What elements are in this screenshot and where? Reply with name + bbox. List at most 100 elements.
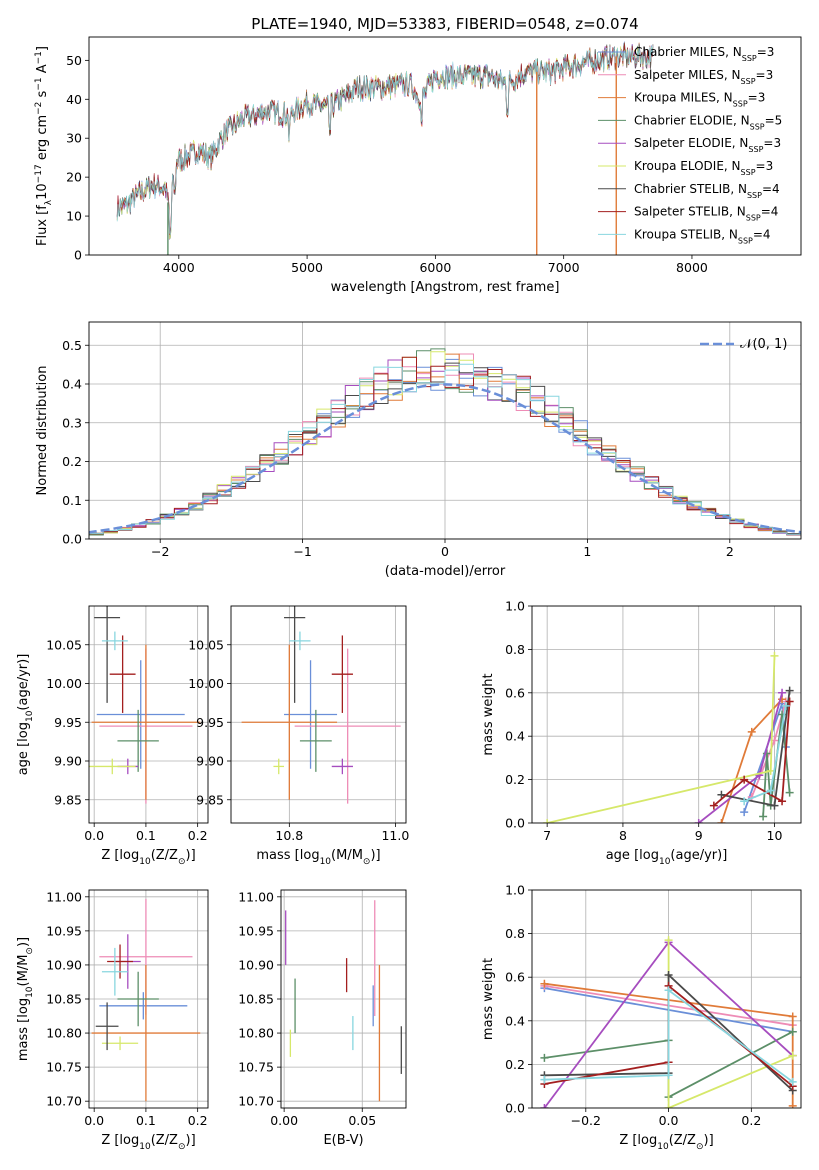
axes-frame-weight-vs-Z — [531, 889, 802, 1109]
weight-line — [544, 988, 794, 1083]
panel-weight-vs-age: 7 8 9 10 0.0 0.2 0.4 0.6 0.8 1.0 age [log10(age/yr… — [481, 599, 802, 867]
plot-area-mass-vs-Z — [89, 890, 208, 1108]
tick-label-x: 0.2 — [188, 828, 208, 843]
weight-marker — [788, 1101, 797, 1108]
tick-label-y: 0.5 — [62, 338, 82, 353]
tick-label-x: 2 — [726, 544, 734, 559]
weight-marker — [766, 786, 775, 795]
tick-label-y: 0.2 — [505, 772, 525, 787]
weight-marker — [788, 1027, 797, 1036]
panel-age-vs-Z: 0.0 0.1 0.2 9.85 9.90 9.95 10.00 10.05 Z [log10(… — [16, 605, 209, 867]
weight-line — [713, 701, 791, 807]
tick-label-y: 0.0 — [505, 1101, 525, 1116]
weight-marker — [543, 819, 552, 823]
x-axis-label: Z [log10(Z/Z⊙)] — [619, 1133, 713, 1152]
legend-entry: 𝒩(0, 1) — [740, 337, 787, 352]
tick-label-x: −1 — [293, 544, 311, 559]
weight-marker — [540, 979, 549, 988]
legend-entry: Chabrier MILES, NSSP=3 — [634, 45, 774, 63]
weight-marker — [759, 812, 768, 821]
y-axis-label: Normed distribution — [35, 366, 50, 496]
panel-age-vs-mass: 10.8 11.0 9.85 9.90 9.95 10.00 10.05 mass [log1… — [188, 605, 409, 867]
tick-label-y: 10.70 — [46, 1094, 82, 1109]
tick-label-y: 10.80 — [238, 1026, 274, 1041]
weight-marker — [770, 801, 779, 810]
plot-area-weight-vs-Z — [532, 890, 801, 1108]
legend-entry: Salpeter ELODIE, NSSP=3 — [634, 136, 781, 154]
tick-label-y: 40 — [66, 92, 82, 107]
axes-frame-residual-hist — [88, 321, 802, 540]
weight-marker — [740, 808, 749, 817]
tick-label-y: 10.05 — [46, 637, 82, 652]
weight-marker — [740, 797, 749, 806]
tick-label-y: 10 — [66, 209, 82, 224]
panel-mass-vs-ebv: 0.00 0.05 10.70 10.75 10.80 10.85 10.90 10.95 11… — [238, 889, 407, 1148]
weight-marker — [664, 936, 673, 945]
tick-label-y: 10.00 — [188, 676, 224, 691]
weight-marker — [747, 727, 756, 736]
tick-label-x: 0.0 — [84, 1113, 104, 1128]
tick-label-x: 0.0 — [84, 828, 104, 843]
tick-label-x: 0.2 — [741, 1113, 761, 1128]
y-axis-label: mass weight — [481, 958, 496, 1040]
tick-label-x: 0.1 — [136, 828, 156, 843]
weight-marker — [785, 686, 794, 695]
tick-label-y: 1.0 — [505, 883, 525, 898]
tick-label-x: 10.8 — [275, 828, 303, 843]
tick-label-y: 10.75 — [46, 1060, 82, 1075]
weight-marker — [717, 790, 726, 799]
weight-marker — [788, 1012, 797, 1021]
tick-label-x: 0.00 — [270, 1113, 298, 1128]
tick-label-y: 10.85 — [238, 992, 274, 1007]
tick-label-x: 1 — [583, 544, 591, 559]
weight-marker — [717, 819, 726, 823]
plot-area-weight-vs-age — [532, 606, 801, 823]
tick-label-y: 9.90 — [54, 754, 82, 769]
tick-label-y: 9.85 — [54, 792, 82, 807]
tick-label-y: 10.90 — [46, 957, 82, 972]
weight-marker — [755, 771, 764, 780]
tick-label-y: 0.6 — [505, 970, 525, 985]
legend-entry: Kroupa STELIB, NSSP=4 — [634, 227, 771, 245]
tick-label-y: 10.05 — [188, 637, 224, 652]
weight-marker — [788, 1077, 797, 1086]
tick-label-y: 1.0 — [505, 599, 525, 614]
plot-area-spectrum — [116, 40, 654, 255]
tick-label-x: 11.0 — [381, 828, 409, 843]
tick-label-x: 9 — [695, 828, 703, 843]
weight-marker — [664, 971, 673, 980]
weight-marker — [781, 701, 790, 710]
x-axis-label: Z [log10(Z/Z⊙)] — [101, 848, 195, 867]
tick-label-y: 0.4 — [505, 729, 525, 744]
weight-marker — [788, 1051, 797, 1060]
plot-area-age-vs-Z — [89, 606, 208, 823]
tick-label-y: 10.85 — [46, 992, 82, 1007]
x-axis-label: Z [log10(Z/Z⊙)] — [101, 1133, 195, 1152]
axes-frame-age-vs-Z — [88, 605, 209, 824]
tick-label-y: 0.0 — [62, 532, 82, 547]
weight-marker — [664, 1071, 673, 1080]
spectrum-line — [116, 45, 654, 236]
axes-frame-age-vs-mass — [230, 605, 407, 824]
tick-label-y: 9.95 — [54, 715, 82, 730]
weight-marker — [540, 1075, 549, 1084]
legend-entry: Salpeter MILES, NSSP=3 — [634, 68, 773, 86]
legend-entry: Chabrier ELODIE, NSSP=5 — [634, 113, 782, 130]
tick-label-x: 0 — [441, 544, 449, 559]
tick-label-y: 0.4 — [505, 1013, 525, 1028]
tick-label-y: 9.85 — [196, 792, 224, 807]
tick-label-x: 5000 — [291, 260, 323, 275]
tick-label-y: 0.6 — [505, 685, 525, 700]
y-axis-label: age [log10(age/yr)] — [16, 654, 35, 776]
tick-label-y: 0.4 — [62, 377, 82, 392]
spectrum-legend: Chabrier MILES, NSSP=3 Salpeter MILES, NS… — [598, 45, 782, 245]
axes-frame-weight-vs-age — [531, 605, 802, 824]
weight-marker — [540, 1053, 549, 1062]
tick-label-x: 8 — [619, 828, 627, 843]
tick-label-y: 0 — [74, 248, 82, 263]
tick-label-y: 0.3 — [62, 415, 82, 430]
axes-frame-mass-vs-ebv — [280, 889, 407, 1109]
weight-marker — [694, 819, 703, 823]
tick-label-x: 4000 — [163, 260, 195, 275]
